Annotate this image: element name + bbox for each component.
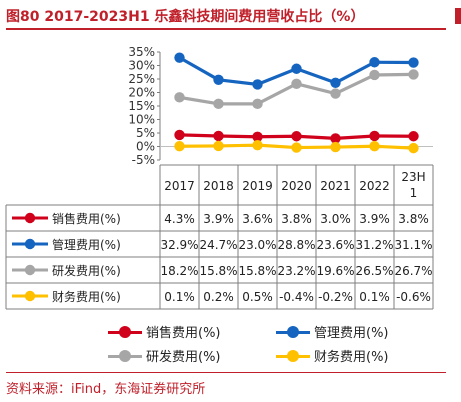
legend-label: 研发费用(%) bbox=[146, 350, 221, 365]
data-label: 24.7% bbox=[199, 238, 237, 252]
data-point-0-0 bbox=[174, 129, 185, 141]
x-tick-label: 2020 bbox=[281, 179, 312, 193]
data-label: 23.6% bbox=[316, 238, 354, 252]
data-label: 3.8% bbox=[398, 212, 429, 226]
data-point-3-4 bbox=[330, 141, 341, 153]
data-point-2-5 bbox=[369, 69, 380, 81]
legend-item: 研发费用(%) bbox=[108, 346, 221, 365]
legend-item: 销售费用(%) bbox=[108, 322, 221, 341]
data-label: 0.5% bbox=[242, 290, 273, 304]
data-point-3-3 bbox=[291, 142, 302, 153]
data-point-2-0 bbox=[174, 92, 185, 103]
x-tick-label: 2021 bbox=[320, 179, 351, 193]
legend-label: 销售费用(%) bbox=[146, 326, 221, 341]
data-label: 15.8% bbox=[199, 264, 237, 278]
row-series-label: 管理费用(%) bbox=[52, 237, 121, 252]
x-tick-label: 1 bbox=[410, 186, 418, 200]
data-point-1-6 bbox=[408, 57, 419, 68]
data-point-3-2 bbox=[252, 139, 263, 151]
y-tick-label: 5% bbox=[136, 126, 155, 140]
y-tick-label: -5% bbox=[132, 153, 155, 167]
data-label: 18.2% bbox=[160, 264, 198, 278]
y-tick-label: 10% bbox=[128, 113, 155, 127]
source-note: 资料来源：iFind，东海证券研究所 bbox=[6, 382, 206, 397]
data-label: 31.1% bbox=[394, 238, 432, 252]
data-point-1-3 bbox=[291, 63, 302, 74]
data-point-3-1 bbox=[213, 140, 224, 152]
data-point-2-1 bbox=[213, 98, 224, 110]
legend-label: 财务费用(%) bbox=[314, 350, 389, 365]
data-label: 3.6% bbox=[242, 212, 273, 226]
data-point-3-5 bbox=[369, 141, 380, 152]
data-label: 23.2% bbox=[277, 264, 315, 278]
data-point-1-2 bbox=[252, 79, 263, 90]
data-label: -0.2% bbox=[318, 290, 353, 304]
data-label: 23.0% bbox=[238, 238, 276, 252]
row-key-marker bbox=[24, 264, 36, 276]
row-key-marker bbox=[24, 290, 36, 302]
data-point-2-3 bbox=[291, 78, 302, 90]
y-tick-label: 0% bbox=[136, 140, 155, 154]
line-chart-with-table: -5%0%5%10%15%20%25%30%35% 2017 2018 2019 202… bbox=[5, 45, 434, 310]
data-point-2-4 bbox=[330, 88, 341, 99]
data-point-0-6 bbox=[408, 131, 419, 142]
data-point-1-5 bbox=[369, 57, 380, 68]
data-label: -0.6% bbox=[396, 290, 431, 304]
legend-swatch bbox=[108, 325, 142, 338]
legend-item: 财务费用(%) bbox=[276, 346, 389, 365]
row-series-label: 研发费用(%) bbox=[52, 263, 121, 278]
data-label: 32.9% bbox=[160, 238, 198, 252]
data-label: 3.8% bbox=[281, 212, 312, 226]
adjacent-figure-edge bbox=[455, 6, 461, 386]
legend-item: 管理费用(%) bbox=[276, 322, 389, 341]
data-label: 0.1% bbox=[164, 290, 195, 304]
data-point-0-1 bbox=[213, 130, 224, 142]
data-label: 26.5% bbox=[355, 264, 393, 278]
data-label: 31.2% bbox=[355, 238, 393, 252]
data-point-2-6 bbox=[408, 69, 419, 80]
data-label: 15.8% bbox=[238, 264, 276, 278]
x-tick-label: 2022 bbox=[359, 179, 390, 193]
y-tick-label: 20% bbox=[128, 86, 155, 100]
chart-title: 图80 2017-2023H1 乐鑫科技期间费用营收占比（%） bbox=[6, 9, 365, 25]
data-point-0-3 bbox=[291, 131, 302, 142]
title-rule bbox=[6, 28, 446, 30]
row-series-label: 财务费用(%) bbox=[52, 289, 121, 304]
y-tick-label: 15% bbox=[128, 99, 155, 113]
data-point-3-0 bbox=[174, 141, 185, 152]
data-label: -0.4% bbox=[279, 290, 314, 304]
data-label: 4.3% bbox=[164, 212, 195, 226]
data-point-1-4 bbox=[330, 77, 341, 88]
data-label: 26.7% bbox=[394, 264, 432, 278]
y-tick-label: 30% bbox=[128, 59, 155, 73]
data-point-2-2 bbox=[252, 98, 263, 110]
data-point-0-5 bbox=[369, 130, 380, 142]
data-label: 28.8% bbox=[277, 238, 315, 252]
data-label: 19.6% bbox=[316, 264, 354, 278]
row-key-marker bbox=[24, 238, 36, 250]
data-label: 3.9% bbox=[203, 212, 234, 226]
legend-swatch bbox=[108, 349, 142, 362]
legend-swatch bbox=[276, 325, 310, 338]
x-tick-label: 2018 bbox=[203, 179, 234, 193]
data-label: 3.0% bbox=[320, 212, 351, 226]
data-point-1-1 bbox=[213, 74, 224, 86]
legend-swatch bbox=[276, 349, 310, 362]
data-label: 0.1% bbox=[359, 290, 390, 304]
y-tick-label: 35% bbox=[128, 45, 155, 59]
data-point-0-2 bbox=[252, 131, 263, 142]
data-point-1-0 bbox=[174, 52, 185, 63]
x-tick-label: 2019 bbox=[242, 179, 273, 193]
x-tick-label: 2017 bbox=[164, 179, 195, 193]
row-key-marker bbox=[24, 212, 36, 224]
data-point-0-4 bbox=[330, 133, 341, 144]
row-series-label: 销售费用(%) bbox=[52, 211, 121, 226]
source-rule bbox=[6, 372, 446, 373]
legend-label: 管理费用(%) bbox=[314, 326, 389, 341]
x-tick-label: 23H bbox=[401, 170, 425, 184]
data-point-3-6 bbox=[408, 142, 419, 154]
y-tick-label: 25% bbox=[128, 72, 155, 86]
data-label: 3.9% bbox=[359, 212, 390, 226]
data-label: 0.2% bbox=[203, 290, 234, 304]
